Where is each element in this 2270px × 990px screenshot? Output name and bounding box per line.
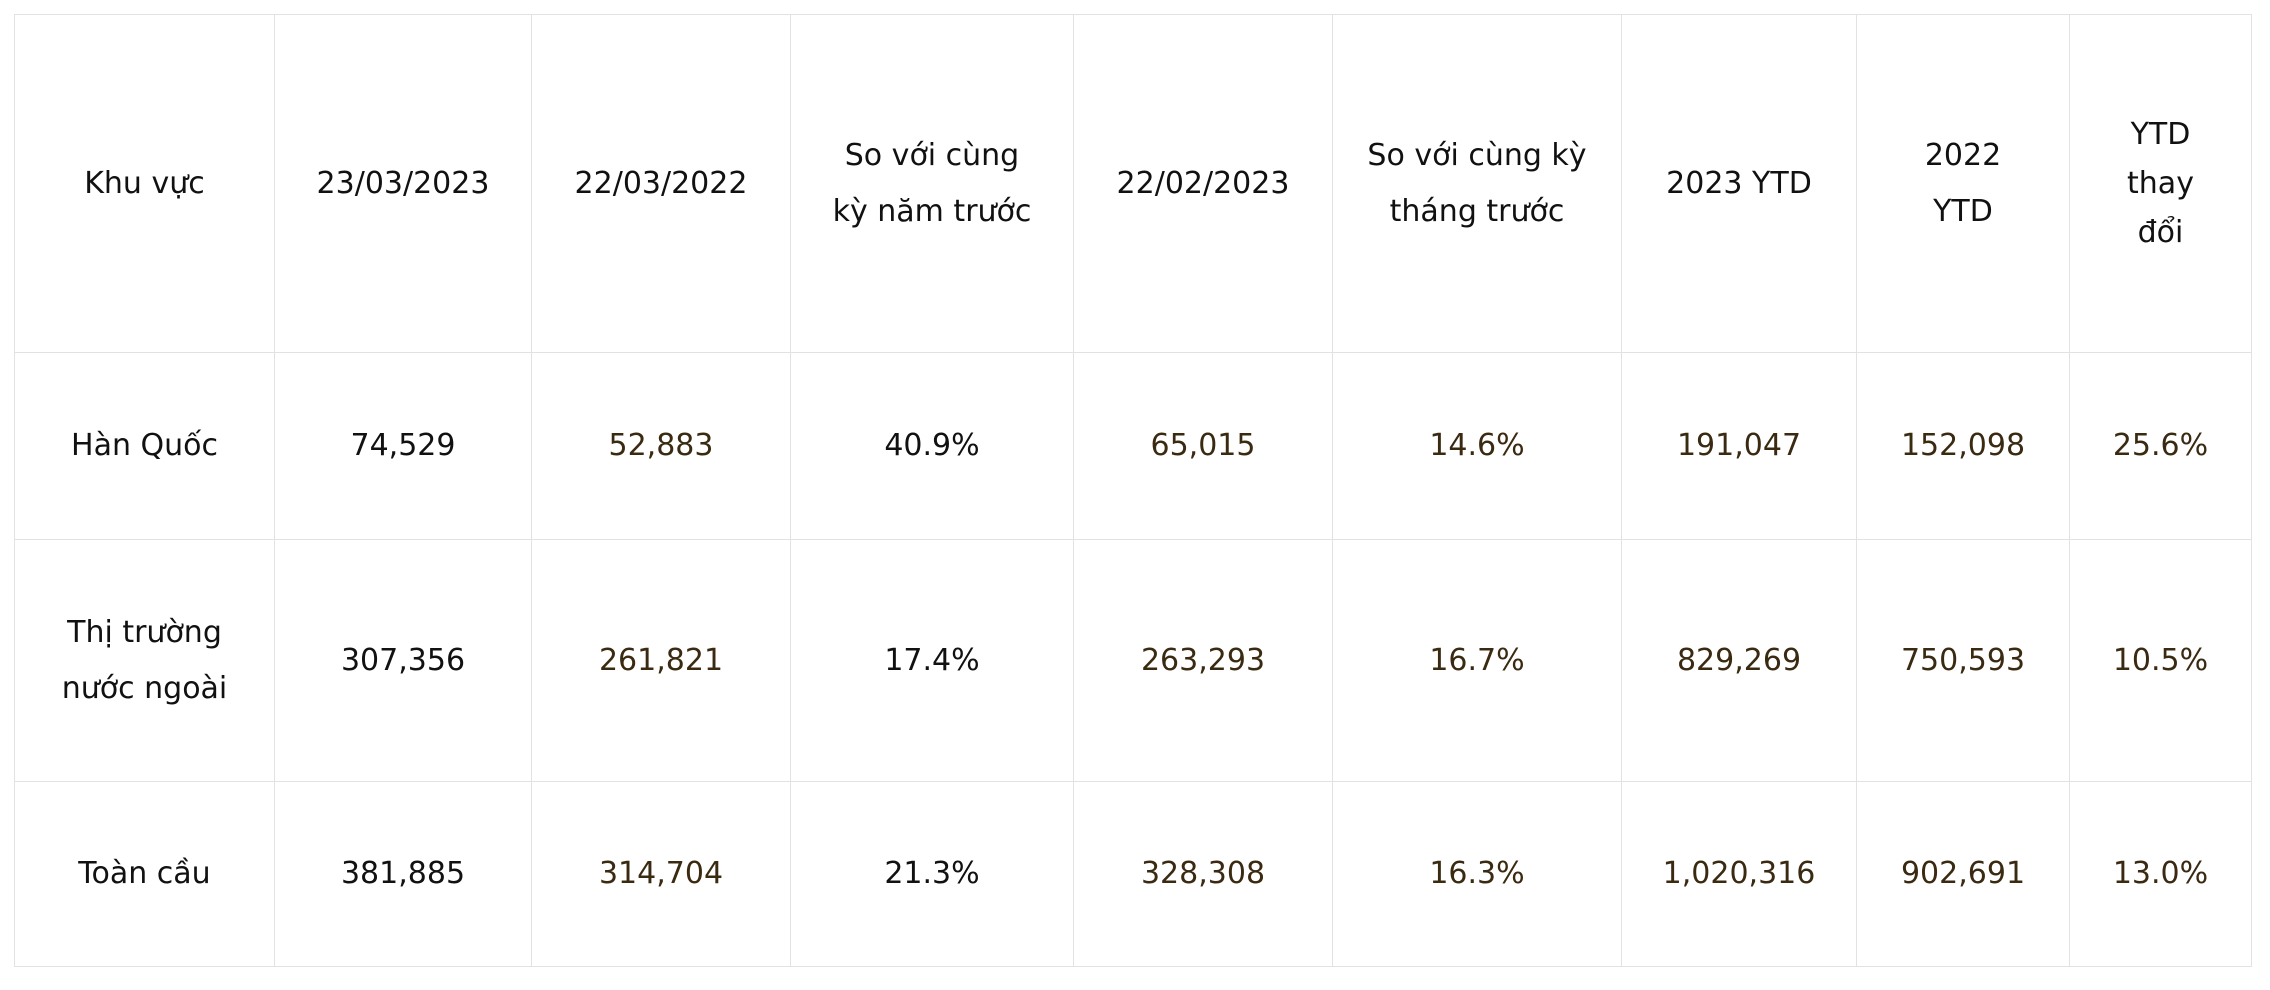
cell-line: tháng trước [1389, 193, 1565, 229]
data-cell: 750,593 [1856, 539, 2070, 782]
header-cell: 2022 YTD [1856, 14, 2070, 353]
data-cell: 25.6% [2069, 352, 2252, 540]
data-cell: 16.7% [1332, 539, 1622, 782]
cell-line: 23/03/2023 [316, 165, 490, 201]
cell-line: 22/03/2022 [574, 165, 748, 201]
cell-line: nước ngoài [61, 670, 228, 706]
data-cell: 328,308 [1073, 781, 1333, 967]
cell-line: thay [2127, 166, 2194, 201]
data-cell: 381,885 [274, 781, 532, 967]
header-cell: So với cùng kỳ năm trước [790, 14, 1074, 353]
data-cell: 314,704 [531, 781, 791, 967]
cell-line: Thị trường [67, 614, 222, 650]
cell-line: đổi [2137, 215, 2184, 250]
header-cell: So với cùng kỳ tháng trước [1332, 14, 1622, 353]
cell-line: Toàn cầu [78, 856, 211, 891]
data-cell: 261,821 [531, 539, 791, 782]
cell-line: YTD [2130, 117, 2191, 152]
header-cell: 22/02/2023 [1073, 14, 1333, 353]
data-cell: 13.0% [2069, 781, 2252, 967]
data-cell: 10.5% [2069, 539, 2252, 782]
table-row: Thị trường nước ngoài 307,356 261,821 17.4% 2… [14, 539, 2252, 782]
cell-line: kỳ năm trước [832, 193, 1032, 229]
header-cell: YTD thay đổi [2069, 14, 2252, 353]
cell-line: So với cùng [844, 137, 1020, 173]
data-cell: 74,529 [274, 352, 532, 540]
data-cell: 902,691 [1856, 781, 2070, 967]
cell-line: So với cùng kỳ [1367, 137, 1587, 173]
table-row: Toàn cầu 381,885 314,704 21.3% 328,308 16.3% 1… [14, 781, 2252, 967]
cell-line: 22/02/2023 [1116, 165, 1290, 201]
data-cell: 17.4% [790, 539, 1074, 782]
data-cell: 40.9% [790, 352, 1074, 540]
data-cell: 1,020,316 [1621, 781, 1857, 967]
data-cell: 52,883 [531, 352, 791, 540]
table-row: Hàn Quốc 74,529 52,883 40.9% 65,015 14.6% 191,… [14, 352, 2252, 540]
row-label: Thị trường nước ngoài [14, 539, 275, 782]
cell-line: YTD [1933, 193, 1993, 229]
row-label: Hàn Quốc [14, 352, 275, 540]
table-body: Hàn Quốc 74,529 52,883 40.9% 65,015 14.6% 191,… [14, 352, 2252, 967]
data-cell: 829,269 [1621, 539, 1857, 782]
header-cell: 2023 YTD [1621, 14, 1857, 353]
header-cell: 22/03/2022 [531, 14, 791, 353]
header-cell: Khu vực [14, 14, 275, 353]
header-row: Khu vực 23/03/2023 22/03/2022 So với cùng kỳ… [14, 14, 2252, 353]
data-cell: 65,015 [1073, 352, 1333, 540]
cell-line: Khu vực [84, 165, 205, 201]
data-cell: 263,293 [1073, 539, 1333, 782]
cell-line: 2023 YTD [1666, 165, 1812, 201]
data-cell: 14.6% [1332, 352, 1622, 540]
data-cell: 16.3% [1332, 781, 1622, 967]
data-cell: 307,356 [274, 539, 532, 782]
cell-line: 2022 [1924, 137, 2002, 173]
data-table: Khu vực 23/03/2023 22/03/2022 So với cùng kỳ… [14, 14, 2252, 967]
row-label: Toàn cầu [14, 781, 275, 967]
data-cell: 191,047 [1621, 352, 1857, 540]
header-cell: 23/03/2023 [274, 14, 532, 353]
cell-line: Hàn Quốc [71, 428, 218, 463]
data-cell: 152,098 [1856, 352, 2070, 540]
data-cell: 21.3% [790, 781, 1074, 967]
